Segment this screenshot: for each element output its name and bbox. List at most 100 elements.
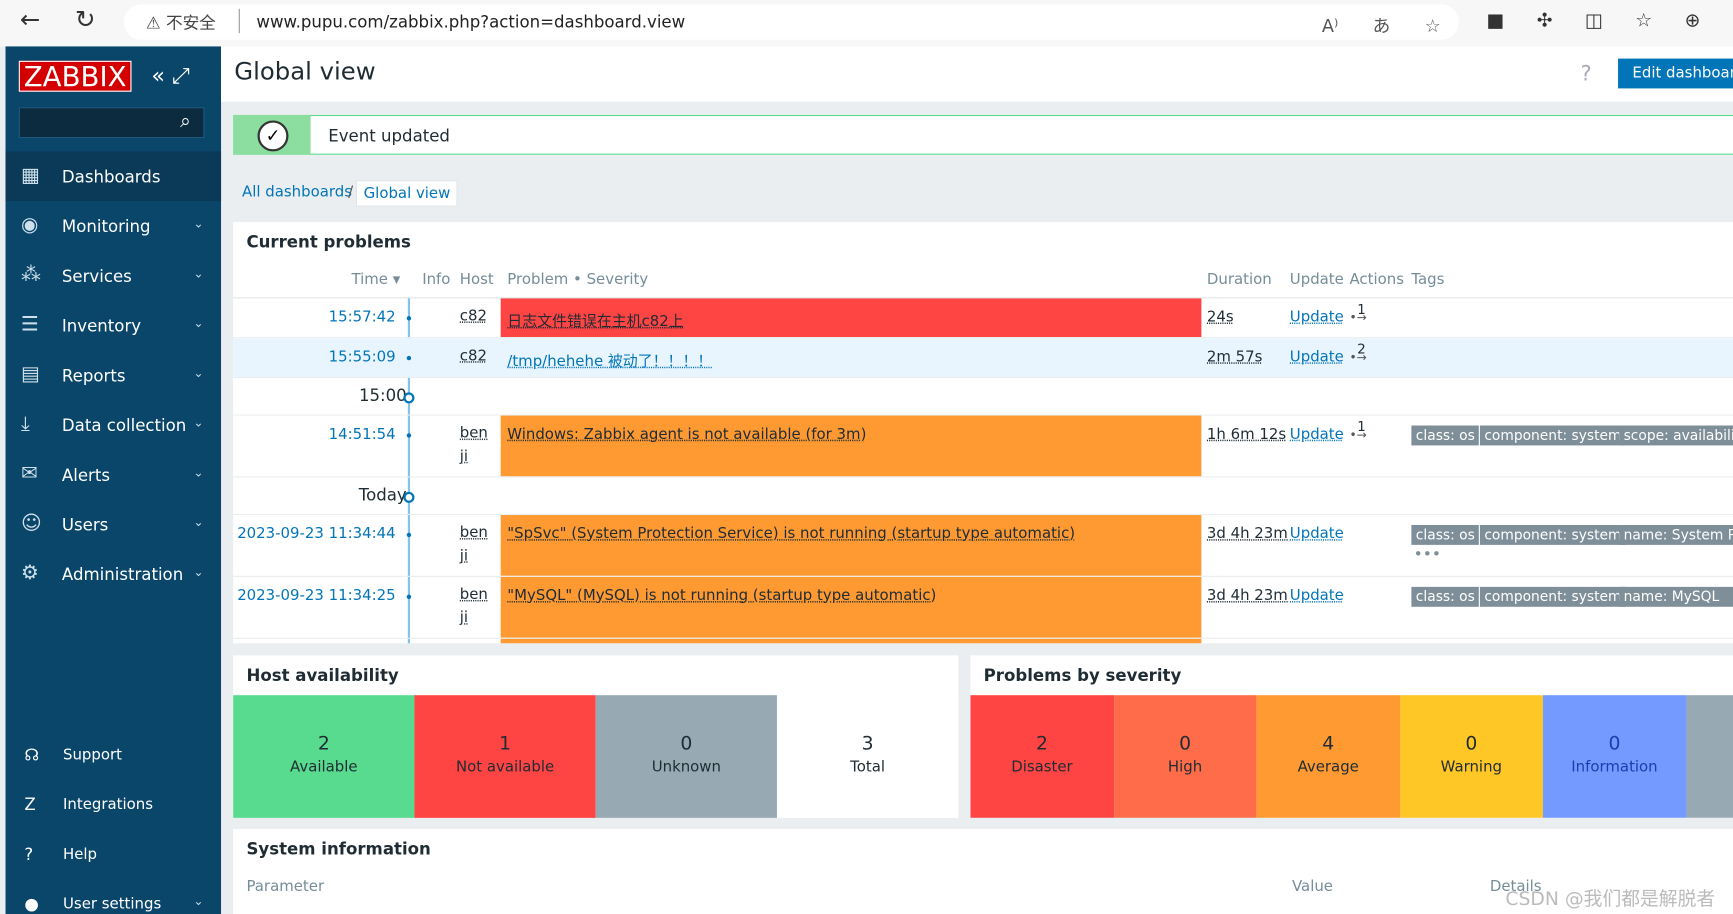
- timeline-dot: [406, 355, 412, 361]
- row-actions[interactable]: 1: [1357, 301, 1366, 318]
- row-time[interactable]: 15:57:42: [328, 308, 396, 327]
- row-host[interactable]: benji: [459, 424, 488, 466]
- tile[interactable]: 2 Disaster: [970, 695, 1114, 818]
- menu-icon: ●: [24, 894, 39, 914]
- tile-label: Not available: [455, 758, 555, 776]
- tile[interactable]: 3 Total: [776, 695, 959, 818]
- extension-icons[interactable]: ■ ✣ ◫ ☆ ⊕: [1486, 9, 1701, 33]
- tile-label: Total: [850, 758, 886, 776]
- search-icon[interactable]: ⌕: [180, 110, 191, 133]
- menu-arrow: ⌄: [193, 515, 204, 530]
- timeline-dot: [403, 491, 415, 503]
- row-problem[interactable]: /tmp/hehehe 被动了！！！！: [507, 352, 713, 371]
- divider: [238, 8, 240, 34]
- tile[interactable]: 4 Average: [1256, 695, 1400, 818]
- security-warning[interactable]: ⚠ 不安全: [145, 13, 216, 34]
- row-problem[interactable]: Windows: Zabbix agent is not available (…: [507, 425, 867, 444]
- tile-value: 0: [1179, 732, 1192, 755]
- menu-icon: ⚙: [20, 561, 39, 585]
- tile[interactable]: No: [1686, 695, 1733, 818]
- help-icon[interactable]: ?: [1580, 61, 1592, 87]
- row-time[interactable]: 2023-09-23 11:34:25: [237, 586, 396, 605]
- timeline: [407, 298, 411, 644]
- menu-item[interactable]: User settings: [62, 895, 162, 913]
- row-duration[interactable]: 3d 4h 23m: [1206, 524, 1288, 543]
- tile[interactable]: 0 Unknown: [595, 695, 777, 818]
- menu-item[interactable]: Dashboards: [61, 166, 161, 187]
- row-update[interactable]: Update: [1289, 348, 1344, 366]
- row-problem[interactable]: "SpSvc" (System Protection Service) is n…: [507, 524, 1076, 543]
- column-header: Actions: [1349, 270, 1405, 289]
- row-host[interactable]: c82: [459, 347, 487, 365]
- row-problem[interactable]: 日志文件错误在主机c82上: [507, 312, 684, 331]
- tag: component: system: [1479, 524, 1626, 545]
- breadcrumb[interactable]: All dashboards: [242, 183, 352, 202]
- search-input[interactable]: [18, 107, 205, 139]
- widget-title: Current problems: [246, 232, 411, 252]
- menu-item[interactable]: Data collection: [61, 415, 187, 436]
- header: [221, 46, 1733, 102]
- menu-item[interactable]: Integrations: [62, 795, 153, 814]
- row-duration[interactable]: 3d 4h 23m: [1206, 586, 1288, 605]
- menu-item[interactable]: Support: [62, 746, 122, 764]
- address-bar[interactable]: [123, 4, 1459, 40]
- menu-icon: ⁂: [20, 263, 41, 287]
- collapse-button[interactable]: « ⤢: [151, 61, 190, 89]
- row-time[interactable]: 2023-09-23 11:34:44: [237, 524, 396, 543]
- system-info-widget: System information Parameter Value Detai…: [233, 828, 1733, 914]
- row-time[interactable]: 15:55:09: [328, 348, 396, 366]
- logo[interactable]: ZABBIX: [18, 60, 132, 92]
- row-update[interactable]: Update: [1289, 425, 1344, 444]
- severity-cell: [500, 515, 1202, 576]
- row-line: [233, 414, 1733, 416]
- menu-item[interactable]: Alerts: [61, 465, 111, 486]
- row-duration[interactable]: 1h 6m 12s: [1206, 425, 1287, 444]
- back-button[interactable]: ←: [19, 6, 41, 35]
- menu-item[interactable]: Services: [61, 266, 132, 287]
- menu-item[interactable]: Users: [61, 515, 109, 535]
- row-host[interactable]: benji: [459, 523, 488, 565]
- row-update[interactable]: Update: [1289, 308, 1344, 327]
- column-header: Time ▾: [351, 270, 401, 289]
- menu-arrow: ⌄: [193, 894, 204, 909]
- tile-value: 0: [680, 732, 693, 755]
- edit-dashboard-button[interactable]: Edit dashboard: [1618, 58, 1733, 89]
- row-line: [233, 575, 1733, 577]
- tile[interactable]: 0 Information: [1542, 695, 1687, 818]
- row-duration[interactable]: 24s: [1206, 308, 1234, 327]
- menu-item[interactable]: Reports: [61, 365, 126, 386]
- menu-icon: Z: [24, 794, 36, 815]
- row-time[interactable]: 14:51:54: [328, 425, 396, 444]
- action-icon: •→: [1349, 427, 1367, 443]
- tag: scope: availabilit: [1619, 425, 1733, 446]
- tag: class: os: [1411, 586, 1480, 607]
- row-problem[interactable]: "MySQL" (MySQL) is not running (startup …: [507, 586, 937, 605]
- menu-item[interactable]: Monitoring: [61, 216, 151, 237]
- row-host[interactable]: benji: [459, 585, 488, 627]
- row-line: [233, 476, 1733, 478]
- row-update[interactable]: Update: [1289, 586, 1344, 605]
- tile[interactable]: 2 Available: [233, 695, 415, 818]
- tile[interactable]: 1 Not available: [414, 695, 596, 818]
- menu-item[interactable]: Inventory: [61, 316, 142, 336]
- row-actions[interactable]: 2: [1357, 341, 1366, 357]
- tile[interactable]: 0 Warning: [1399, 695, 1543, 818]
- menu-item[interactable]: Help: [62, 845, 98, 864]
- column-header: Duration: [1206, 270, 1272, 289]
- browser-icons[interactable]: A⁾ あ ☆: [1321, 15, 1441, 37]
- timeline-dot: [406, 433, 412, 438]
- row-duration[interactable]: 2m 57s: [1206, 348, 1263, 366]
- row-host[interactable]: c82: [459, 307, 487, 325]
- tag: component: system: [1479, 425, 1626, 446]
- menu-item[interactable]: Administration: [61, 564, 184, 585]
- column-header: Value: [1292, 877, 1333, 896]
- menu-icon: ◉: [20, 213, 39, 237]
- widget-title: Host availability: [246, 665, 399, 686]
- breadcrumb[interactable]: Global view: [355, 180, 459, 207]
- row-actions[interactable]: 1: [1357, 418, 1366, 435]
- row-update[interactable]: Update: [1289, 524, 1344, 543]
- tile[interactable]: 0 High: [1113, 695, 1257, 818]
- reload-button[interactable]: ↻: [75, 6, 96, 35]
